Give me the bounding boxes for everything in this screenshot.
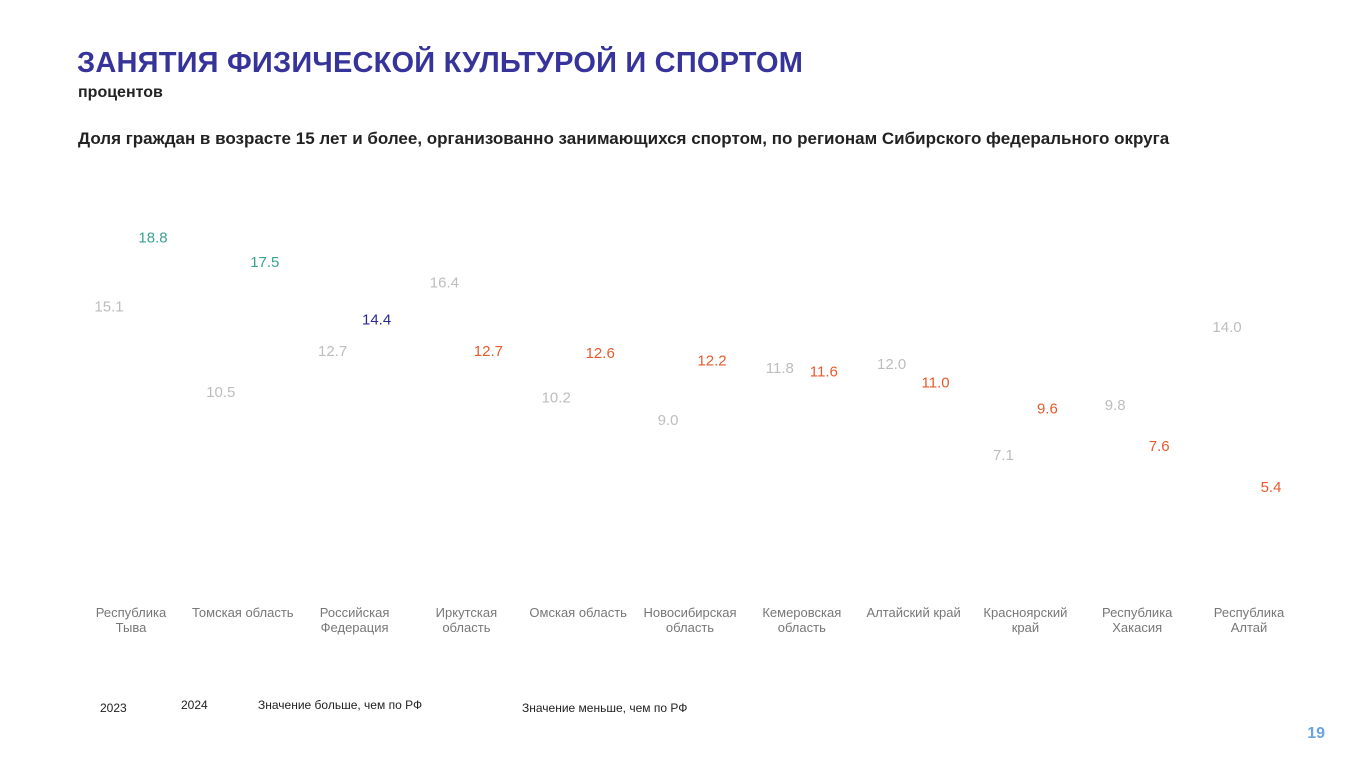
point-label-2024: 12.2 (697, 352, 726, 369)
legend-2023: 2023 (100, 701, 127, 715)
category-label: Красноярский край (983, 605, 1067, 635)
category-label: Омская область (529, 605, 627, 620)
point-label-2023: 10.2 (542, 390, 571, 407)
category-label: Новосибирская область (643, 605, 736, 635)
category-label: Кемеровская область (762, 605, 841, 635)
point-label-2024: 14.4 (362, 311, 391, 328)
chart-title: Доля граждан в возрасте 15 лет и более, … (78, 129, 1170, 148)
category-label: Алтайский край (866, 605, 960, 620)
point-label-2024: 11.6 (810, 364, 838, 381)
point-label-2023: 15.1 (94, 298, 123, 315)
category-label: Томская область (192, 605, 294, 620)
category-label-line: Новосибирская (643, 605, 736, 620)
category-label-line: Красноярский (983, 605, 1067, 620)
category-label: Российская Федерация (320, 605, 390, 635)
point-label-2023: 16.4 (430, 274, 459, 291)
category-label-line: Федерация (321, 620, 389, 635)
category-label-line: Российская (320, 605, 390, 620)
category-label-line: Республика (1102, 605, 1173, 620)
units-subtitle: процентов (78, 84, 163, 101)
category-label-line: Иркутская (436, 605, 497, 620)
point-label-2024: 9.6 (1037, 401, 1058, 418)
point-label-2023: 10.5 (206, 384, 235, 401)
category-label: Республика Тыва (96, 605, 167, 635)
dot-chart: 15.1 10.5 12.7 16.4 10.2 9.0 11.8 12.0 7.1 9.8 14.… (94, 230, 1285, 635)
category-label-line: область (666, 620, 714, 635)
page-number: 19 (1307, 725, 1325, 742)
point-label-2023: 12.0 (877, 356, 906, 373)
point-label-2023: 14.0 (1212, 319, 1241, 336)
category-label-line: Томская область (192, 605, 294, 620)
legend-higher: Значение больше, чем по РФ (258, 698, 423, 712)
category-label-line: край (1012, 620, 1039, 635)
point-label-2024: 12.7 (474, 343, 503, 360)
category-label-line: Тыва (116, 620, 147, 635)
point-label-2024: 18.8 (138, 230, 167, 247)
category-label: Республика Хакасия (1102, 605, 1173, 635)
point-label-2024: 11.0 (922, 375, 950, 392)
point-label-2024: 12.6 (586, 345, 615, 362)
category-label-line: область (778, 620, 826, 635)
point-label-2023: 11.8 (766, 360, 794, 377)
category-label-line: Омская область (529, 605, 627, 620)
point-label-2024: 7.6 (1149, 438, 1170, 455)
point-label-2023: 9.8 (1105, 397, 1126, 414)
category-label: Иркутская область (436, 605, 497, 635)
category-label-line: Алтай (1231, 620, 1268, 635)
category-label-line: Кемеровская (762, 605, 841, 620)
point-label-2024: 5.4 (1261, 479, 1282, 496)
category-label-line: Республика (1214, 605, 1285, 620)
category-label: Республика Алтай (1214, 605, 1285, 635)
series-2023-labels: 15.1 10.5 12.7 16.4 10.2 9.0 11.8 12.0 7.1 9.8 14.… (94, 274, 1241, 464)
category-label-line: Республика (96, 605, 167, 620)
point-label-2024: 17.5 (250, 254, 279, 271)
legend-lower: Значение меньше, чем по РФ (522, 701, 688, 715)
legend-2024: 2024 (181, 698, 208, 712)
point-label-2023: 7.1 (993, 447, 1014, 464)
category-label-line: область (442, 620, 490, 635)
point-label-2023: 12.7 (318, 343, 347, 360)
category-label-line: Алтайский край (866, 605, 960, 620)
category-label-line: Хакасия (1112, 620, 1162, 635)
page-title: ЗАНЯТИЯ ФИЗИЧЕСКОЙ КУЛЬТУРОЙ И СПОРТОМ (77, 47, 804, 79)
series-2024-labels: 18.8 17.5 14.4 12.7 12.6 12.2 11.6 11.0 9.6 7.6 5.… (138, 230, 1281, 496)
point-label-2023: 9.0 (658, 412, 679, 429)
